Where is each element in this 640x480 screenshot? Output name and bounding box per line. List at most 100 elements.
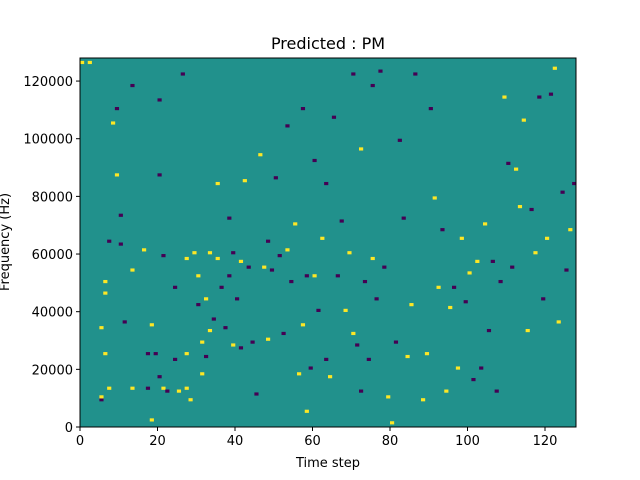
heatmap-cell — [161, 254, 166, 258]
heatmap-cell — [188, 398, 193, 402]
y-axis-title: Frequency (Hz) — [0, 193, 13, 291]
y-axis: 0 20000 40000 60000 80000 100000 120000 — [23, 75, 80, 436]
heatmap-cell — [157, 173, 162, 177]
plot-frame — [79, 57, 577, 428]
x-tick-label: 0 — [76, 434, 84, 449]
heatmap-cell — [560, 190, 565, 194]
heatmap-cell — [107, 239, 112, 243]
heatmap-cell — [351, 72, 356, 76]
heatmap-cell — [157, 98, 162, 102]
heatmap-cell — [421, 398, 426, 402]
heatmap-cell — [452, 285, 457, 289]
heatmap-cell — [145, 352, 151, 356]
heatmap-cell — [486, 328, 492, 333]
heatmap-cell — [273, 176, 278, 180]
heatmap-cell — [393, 340, 399, 344]
heatmap-cell — [432, 196, 437, 200]
heatmap-cell — [463, 300, 468, 304]
heatmap-cell — [339, 219, 344, 223]
heatmap-cell — [173, 285, 178, 289]
heatmap-cell — [200, 340, 205, 344]
heatmap-cell — [498, 279, 503, 284]
heatmap-cell — [130, 83, 135, 88]
heatmap-cell — [467, 271, 472, 275]
heatmap-cell — [184, 386, 189, 390]
heatmap-cell — [510, 265, 515, 269]
y-tick-label: 20000 — [32, 363, 73, 378]
heatmap-cell — [231, 251, 236, 255]
heatmap-cell — [266, 239, 271, 243]
heatmap-cell — [184, 352, 189, 356]
heatmap-cell — [277, 254, 282, 258]
heatmap-cell — [215, 181, 220, 186]
heatmap-cell — [533, 251, 538, 255]
heatmap-cell — [448, 305, 453, 310]
heatmap-cell — [114, 107, 120, 111]
heatmap-cell — [235, 297, 240, 301]
heatmap-cell — [227, 216, 232, 220]
heatmap-cell — [227, 274, 232, 278]
heatmap-cell — [382, 265, 387, 269]
heatmap-cell — [401, 216, 406, 220]
heatmap-cell — [103, 352, 108, 356]
heatmap-cell — [258, 153, 263, 157]
heatmap-cell — [111, 121, 116, 125]
heatmap-cell — [231, 343, 236, 347]
heatmap-cell — [517, 205, 523, 209]
heatmap-cell — [289, 279, 294, 284]
heatmap-cell — [506, 161, 511, 165]
heatmap-cell — [479, 366, 484, 370]
heatmap-cell — [475, 259, 480, 263]
heatmap-cell — [145, 386, 151, 390]
heatmap-cell — [541, 297, 546, 301]
heatmap-cell — [196, 274, 201, 278]
heatmap-cell — [118, 242, 123, 246]
heatmap-cell — [114, 173, 120, 177]
x-tick-label: 40 — [227, 434, 244, 449]
heatmap-cell — [312, 158, 317, 163]
heatmap-cell — [192, 251, 197, 255]
heatmap-cell — [176, 389, 182, 393]
heatmap-cell — [370, 83, 375, 88]
heatmap-cell — [347, 251, 352, 255]
heatmap-cell — [483, 222, 488, 226]
heatmap-cell — [304, 274, 309, 278]
heatmap-cell — [281, 331, 286, 336]
heatmap-cell — [440, 228, 445, 232]
heatmap-cell — [103, 279, 108, 284]
heatmap-cell — [99, 395, 104, 399]
heatmap-cell — [196, 303, 201, 307]
heatmap-cell — [200, 372, 205, 376]
heatmap-cell — [300, 323, 306, 327]
heatmap-cell — [269, 268, 275, 272]
heatmap-cell — [343, 308, 348, 312]
heatmap-cell — [130, 268, 135, 272]
y-tick-label: 120000 — [23, 75, 73, 90]
heatmap-cell — [238, 346, 244, 350]
heatmap-cell — [490, 259, 495, 263]
heatmap-cell — [514, 167, 519, 171]
x-tick-label: 100 — [455, 434, 480, 449]
heatmap-cell — [494, 389, 499, 393]
heatmap-cell — [502, 95, 507, 99]
heatmap-cell — [444, 389, 449, 393]
heatmap-cell — [180, 72, 185, 76]
heatmap-cell — [153, 352, 158, 356]
heatmap-cell — [459, 236, 464, 240]
heatmap-cell — [285, 248, 290, 252]
heatmap-cell — [386, 395, 391, 399]
y-tick-label: 0 — [65, 421, 73, 436]
heatmap-cell — [366, 357, 371, 361]
heatmap-cell — [374, 297, 379, 301]
heatmap-cell — [568, 228, 573, 232]
heatmap-cell — [250, 340, 255, 344]
y-tick-label: 40000 — [32, 306, 73, 321]
heatmap-cell — [359, 147, 364, 151]
chart-title: Predicted : PM — [271, 34, 385, 53]
heatmap-cell — [99, 326, 104, 330]
heatmap-cell — [405, 354, 410, 359]
heatmap-cell — [157, 375, 162, 379]
heatmap-cell — [246, 265, 251, 269]
heatmap-cell — [130, 386, 135, 390]
